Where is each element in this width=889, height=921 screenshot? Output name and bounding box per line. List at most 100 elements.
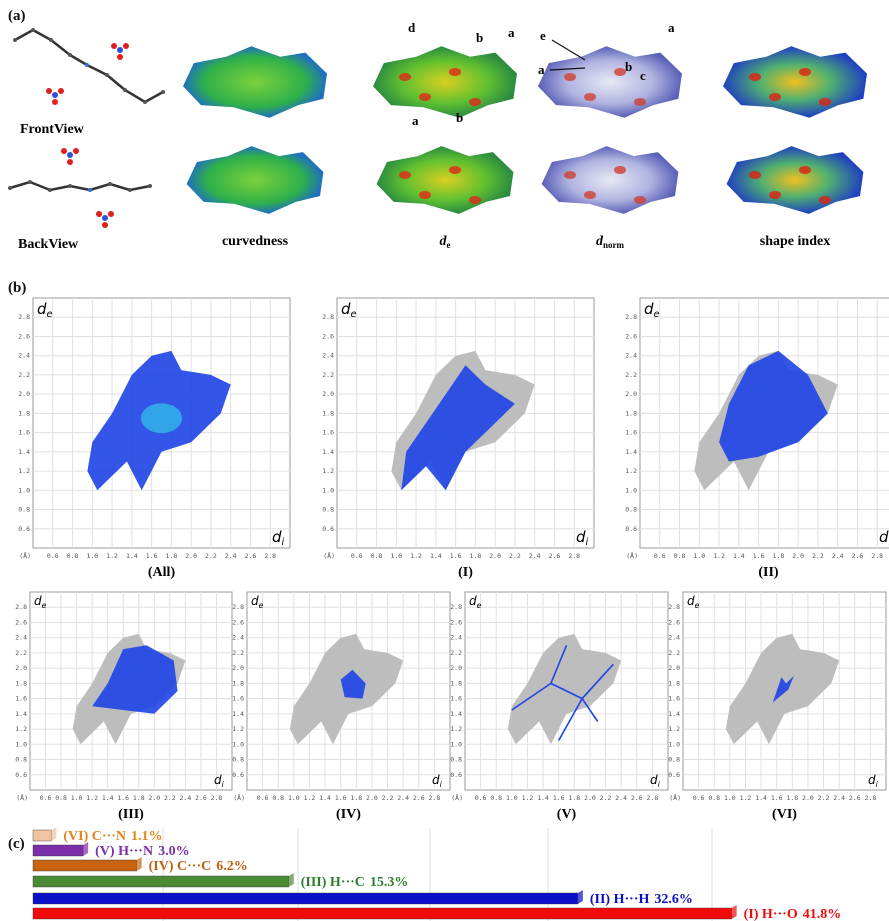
y-tick-label: 0.6 — [322, 525, 334, 533]
bar-category: (IV) C···C — [149, 859, 212, 874]
bar-category: (VI) C···N — [63, 829, 126, 844]
surface-spot — [584, 191, 596, 199]
x-tick-label: 2.0 — [489, 552, 501, 560]
x-tick-label: 0.6 — [475, 794, 487, 802]
x-tick-label: 2.6 — [849, 794, 861, 802]
x-tick-label: 2.4 — [529, 552, 541, 560]
x-tick-label: 2.6 — [195, 794, 207, 802]
view-label: FrontView — [20, 122, 85, 137]
bar-category: (I) H···O — [744, 907, 798, 921]
y-tick-label: 2.0 — [18, 390, 30, 398]
bond — [110, 184, 130, 190]
x-tick-label: 1.0 — [288, 794, 300, 802]
y-tick-label: 2.0 — [232, 664, 244, 672]
y-tick-label: 2.2 — [450, 649, 462, 657]
arrow — [552, 40, 585, 60]
x-tick-label: 2.6 — [549, 552, 561, 560]
y-tick-label: 1.4 — [625, 448, 637, 456]
x-tick-label: 0.8 — [55, 794, 67, 802]
x-tick-label: 0.8 — [272, 794, 284, 802]
bar — [33, 876, 289, 887]
surface-spot — [799, 68, 811, 76]
y-axis-label-sub: e — [477, 601, 482, 610]
bar-depth — [289, 873, 294, 887]
hirshfeld-surface — [373, 46, 517, 117]
bond — [15, 30, 33, 40]
bond — [107, 75, 125, 90]
atom — [108, 182, 112, 186]
hirshfeld-surface — [183, 46, 327, 117]
surface-label-main: curvedness — [222, 234, 289, 249]
atom — [13, 38, 17, 42]
nitrate-o — [67, 159, 73, 165]
y-tick-label: 1.4 — [18, 448, 30, 456]
y-axis-label-main: d — [341, 300, 351, 318]
plot-label: (VI) — [772, 807, 797, 822]
x-tick-label: 0.6 — [47, 552, 59, 560]
y-tick-label: 2.8 — [232, 603, 244, 611]
bar-depth — [578, 890, 583, 904]
x-axis-label-sub: i — [282, 537, 285, 548]
x-tick-label: 1.4 — [733, 552, 745, 560]
plot-label: (IV) — [336, 807, 361, 822]
x-tick-label: 1.2 — [740, 794, 752, 802]
x-tick-label: 1.6 — [117, 794, 129, 802]
y-tick-label: 2.4 — [18, 352, 30, 360]
y-tick-label: 0.8 — [625, 506, 637, 514]
surface-spot — [819, 98, 831, 106]
x-tick-label: 2.4 — [225, 552, 237, 560]
atom — [28, 180, 32, 184]
bond — [30, 182, 50, 190]
fingerprint-plot: 0.60.60.80.81.01.01.21.21.41.41.61.61.81… — [18, 298, 290, 580]
fingerprint-plot: 0.60.60.80.81.01.01.21.21.41.41.61.61.81… — [625, 298, 889, 580]
dense-region — [141, 403, 182, 433]
y-axis-label-sub: e — [47, 309, 53, 320]
bar-value-label: 1.1% — [131, 829, 163, 844]
panel-label: (c) — [8, 836, 25, 852]
nitrate-n — [117, 47, 123, 53]
surface-label-main: shape index — [760, 234, 830, 249]
surface-spot — [584, 93, 596, 101]
x-tick-label: 0.6 — [693, 794, 705, 802]
y-tick-label: 1.6 — [18, 429, 30, 437]
y-tick-label: 2.2 — [625, 371, 637, 379]
y-tick-label: 2.6 — [232, 618, 244, 626]
panel-label: (b) — [8, 280, 26, 296]
y-tick-label: 1.4 — [450, 710, 462, 718]
y-tick-label: 2.8 — [18, 313, 30, 321]
surface-spot — [749, 73, 761, 81]
y-tick-label: 2.8 — [450, 603, 462, 611]
y-tick-label: 2.6 — [450, 618, 462, 626]
annotation: b — [625, 59, 632, 74]
y-tick-label: 1.8 — [668, 679, 680, 687]
atom — [49, 38, 53, 42]
y-tick-label: 1.0 — [668, 740, 680, 748]
x-tick-label: 1.2 — [304, 794, 316, 802]
y-tick-label: 0.8 — [322, 506, 334, 514]
x-tick-label: 1.8 — [133, 794, 145, 802]
y-tick-label: 1.2 — [322, 467, 334, 475]
nitrate-o — [46, 88, 52, 94]
nitrate-o — [96, 211, 102, 217]
x-tick-label: 1.0 — [724, 794, 736, 802]
x-tick-label: 2.0 — [148, 794, 160, 802]
x-tick-label: 2.0 — [185, 552, 197, 560]
x-tick-label: 1.6 — [450, 552, 462, 560]
annotation: a — [412, 113, 419, 128]
x-tick-label: 2.0 — [366, 794, 378, 802]
atom — [161, 90, 165, 94]
x-tick-label: 2.8 — [871, 552, 883, 560]
y-tick-label: 0.6 — [668, 771, 680, 779]
y-tick-label: 1.0 — [450, 740, 462, 748]
x-tick-label: 1.0 — [390, 552, 402, 560]
x-tick-label: 2.4 — [615, 794, 627, 802]
nitrate-o — [58, 88, 64, 94]
y-tick-label: 1.4 — [232, 710, 244, 718]
x-tick-label: 2.6 — [245, 552, 257, 560]
annotation: d — [408, 20, 416, 35]
surface-spot — [799, 166, 811, 174]
x-tick-label: 2.2 — [164, 794, 176, 802]
bar — [33, 860, 137, 871]
